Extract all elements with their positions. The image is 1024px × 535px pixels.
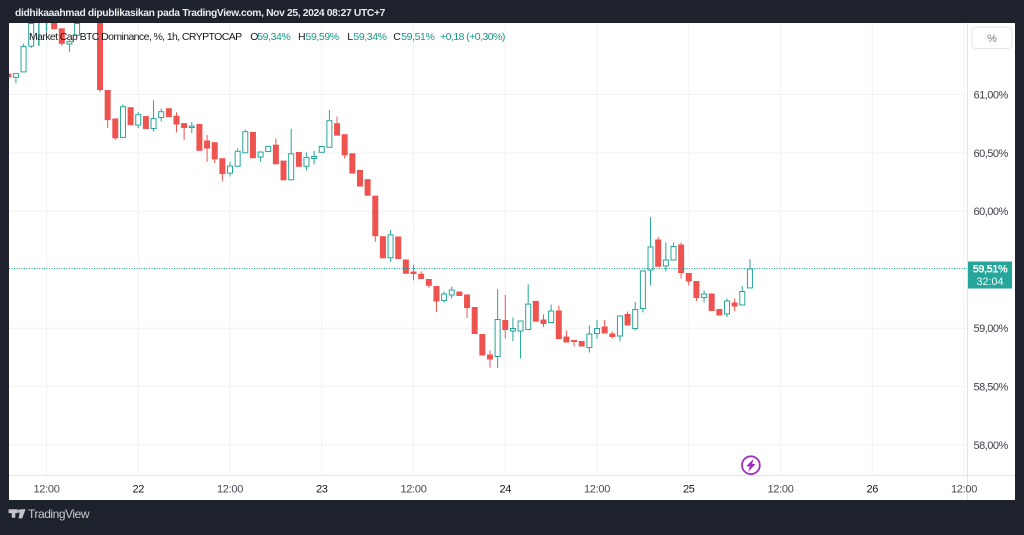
svg-text:12:00: 12:00 bbox=[33, 483, 59, 495]
svg-text:58,00%: 58,00% bbox=[973, 439, 1008, 451]
svg-text:60,50%: 60,50% bbox=[973, 147, 1008, 159]
svg-text:32:04: 32:04 bbox=[976, 275, 1003, 287]
svg-text:59,34%: 59,34% bbox=[257, 30, 290, 42]
svg-text:12:00: 12:00 bbox=[400, 483, 426, 495]
svg-text:59,00%: 59,00% bbox=[973, 323, 1008, 335]
svg-text:Market Cap BTC Dominance, %, 1: Market Cap BTC Dominance, %, 1h, CRYPTOC… bbox=[29, 30, 242, 42]
svg-text:59,51%: 59,51% bbox=[401, 30, 434, 42]
svg-text:61,00%: 61,00% bbox=[973, 89, 1008, 101]
svg-text:O: O bbox=[250, 30, 258, 42]
svg-text:L: L bbox=[347, 30, 353, 42]
svg-text:12:00: 12:00 bbox=[583, 483, 609, 495]
svg-text:23: 23 bbox=[315, 483, 327, 495]
svg-text:25: 25 bbox=[682, 483, 694, 495]
svg-text:59,59%: 59,59% bbox=[305, 30, 338, 42]
svg-text:12:00: 12:00 bbox=[767, 483, 793, 495]
svg-text:59,34%: 59,34% bbox=[353, 30, 386, 42]
svg-text:%: % bbox=[987, 33, 997, 45]
svg-text:24: 24 bbox=[499, 483, 511, 495]
svg-text:22: 22 bbox=[132, 483, 144, 495]
svg-text:58,50%: 58,50% bbox=[973, 381, 1008, 393]
svg-text:59,51%: 59,51% bbox=[972, 263, 1007, 275]
svg-text:C: C bbox=[393, 30, 401, 42]
svg-text:60,00%: 60,00% bbox=[973, 206, 1008, 218]
svg-text:12:00: 12:00 bbox=[950, 483, 976, 495]
svg-text:+0,18 (+0,30%): +0,18 (+0,30%) bbox=[440, 30, 505, 42]
svg-text:26: 26 bbox=[866, 483, 878, 495]
svg-text:H: H bbox=[298, 30, 305, 42]
svg-text:12:00: 12:00 bbox=[216, 483, 242, 495]
